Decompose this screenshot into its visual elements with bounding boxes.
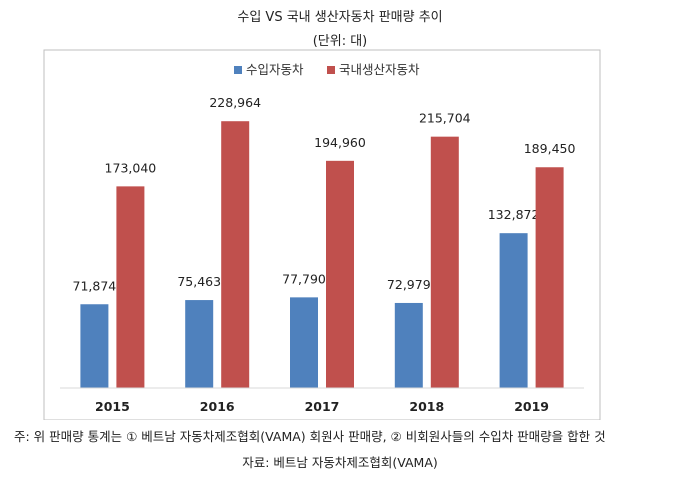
x-axis-ticks: 2015 2016 2017 2018 2019 (95, 399, 549, 414)
data-label-0-2017: 77,790 (282, 271, 326, 286)
data-label-1-2019: 189,450 (524, 141, 576, 156)
x-tick-label-2016: 2016 (200, 399, 235, 414)
bar-1-2015 (116, 186, 145, 388)
chart-subtitle: (단위: 대) (312, 34, 368, 49)
legend-label-0: 수입자동차 (246, 62, 304, 77)
bar-0-2017 (290, 297, 318, 388)
bar-0-2018 (394, 302, 423, 388)
bar-1-2017 (326, 160, 354, 388)
data-label-1-2018: 215,704 (419, 111, 471, 126)
chart-title: 수입 VS 국내 생산자동차 판매량 추이 (237, 10, 443, 25)
data-label-0-2019: 132,872 (488, 207, 540, 222)
bar-0-2016 (185, 300, 214, 388)
legend-label-1: 국내생산자동차 (339, 62, 420, 77)
data-label-0-2016: 75,463 (177, 274, 221, 289)
data-label-0-2015: 71,874 (73, 278, 117, 293)
chart-note: 주: 위 판매량 통계는 ① 베트남 자동차제조협회(VAMA) 회원사 판매량… (14, 429, 606, 444)
bar-chart: 수입자동차 국내생산자동차 71,874173,04075,463228,9647… (43, 49, 601, 420)
x-tick-label-2018: 2018 (409, 399, 444, 414)
bar-0-2019 (499, 233, 528, 388)
x-tick-label-2015: 2015 (95, 399, 130, 414)
x-tick-label-2017: 2017 (305, 399, 340, 414)
bar-0-2015 (80, 304, 109, 388)
data-label-0-2018: 72,979 (387, 277, 431, 292)
bar-1-2016 (221, 121, 250, 389)
legend: 수입자동차 국내생산자동차 (234, 62, 420, 77)
x-tick-label-2019: 2019 (514, 399, 549, 414)
bar-1-2019 (535, 167, 564, 388)
bars: 71,874 173,040 75,463 228,964 77,790 194,960 7… (73, 95, 576, 389)
legend-swatch-1 (327, 66, 335, 74)
legend-swatch-0 (234, 66, 242, 74)
chart-source: 자료: 베트남 자동차제조협회(VAMA) (242, 455, 438, 470)
data-label-1-2017: 194,960 (314, 135, 366, 150)
data-label-1-2016: 228,964 (209, 95, 261, 110)
bar-1-2018 (430, 136, 459, 388)
data-label-1-2015: 173,040 (105, 160, 157, 175)
